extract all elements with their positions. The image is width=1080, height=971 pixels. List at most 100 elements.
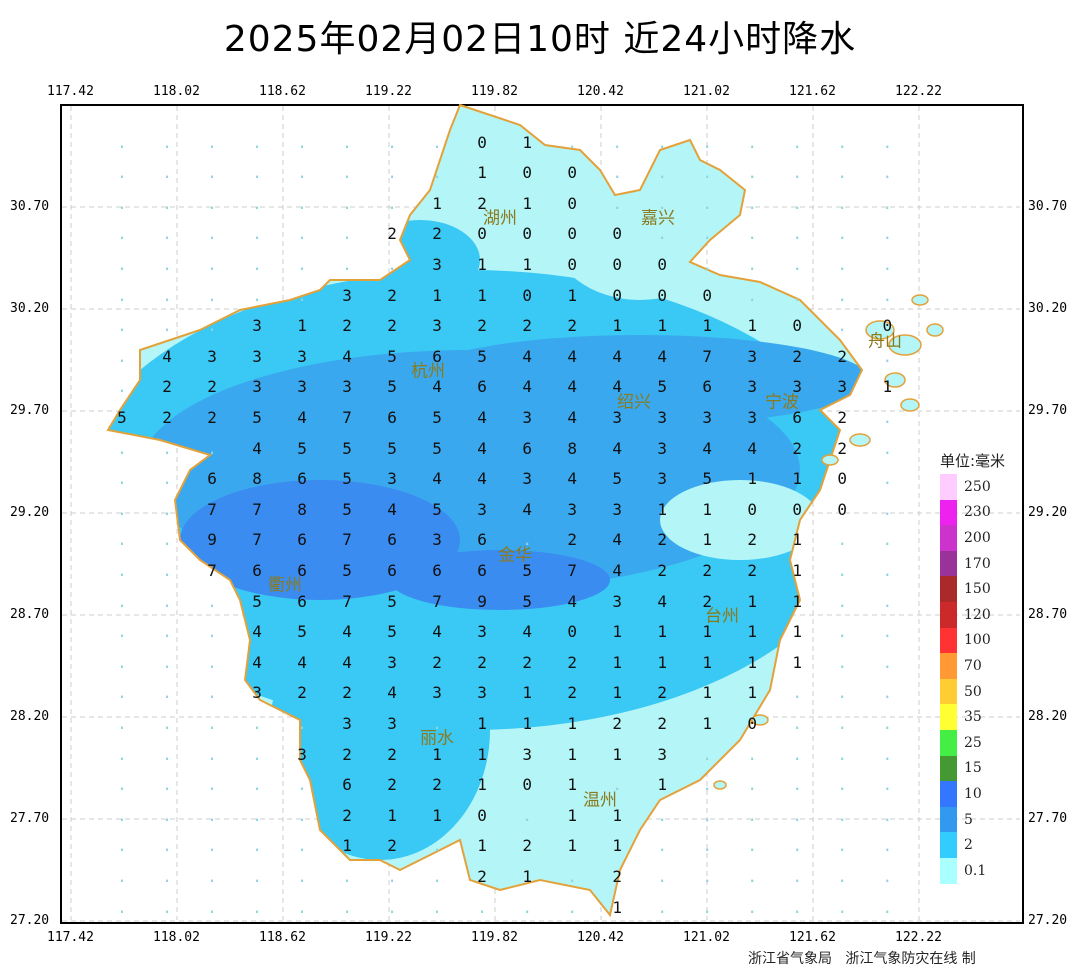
legend-label: 70 (964, 657, 982, 674)
right-lat-tick: 30.20 (1028, 301, 1068, 316)
station-row: .22333546444563331 (117, 377, 928, 397)
legend-item: 35 (940, 704, 1005, 730)
legend-label: 10 (964, 785, 982, 802)
right-lat-tick: 30.70 (1028, 199, 1068, 214)
legend-label: 200 (964, 529, 991, 546)
dry-area (550, 160, 730, 300)
legend-label: 0.1 (964, 862, 987, 879)
station-row: .......311000..... (117, 255, 928, 274)
top-lon-tick: 119.82 (471, 84, 518, 99)
left-lat-tick: 30.70 (10, 199, 50, 214)
top-lon-tick: 117.42 (47, 84, 94, 99)
legend-label: 100 (964, 632, 991, 649)
station-row: ...3122322211110.0 (117, 316, 928, 336)
footer-credit: 浙江省气象局 浙江气象防灾在线 制 (748, 951, 976, 967)
legend-item: 250 (940, 474, 1005, 500)
legend-label: 5 (964, 811, 973, 828)
station-row: 52254765434333362. (117, 408, 928, 427)
station-row: ..9767636.242121.. (117, 530, 928, 550)
legend-label: 15 (964, 760, 982, 777)
legend-label: 2 (964, 837, 973, 854)
legend-item: 2 (940, 832, 1005, 858)
legend-swatch (940, 781, 957, 807)
left-lat-tick: 27.20 (10, 913, 50, 928)
right-lat-tick: 28.20 (1028, 709, 1068, 724)
legend-swatch (940, 627, 957, 654)
province-border (106, 103, 864, 918)
legend-item: 120 (940, 601, 1005, 628)
legend-label: 230 (964, 504, 991, 521)
legend-swatch (940, 806, 957, 833)
dry-area (660, 480, 820, 560)
city-label-huzhou: 湖州 (483, 208, 517, 229)
bottom-lon-tick: 122.22 (895, 930, 942, 945)
station-row: ..686534434535110. (117, 469, 928, 489)
legend-item: 50 (940, 678, 1005, 705)
island (926, 323, 944, 337)
legend-item: 230 (940, 499, 1005, 526)
legend-swatch (940, 704, 957, 730)
map-frame (60, 104, 1024, 924)
city-label-taizhou: 台州 (705, 606, 739, 627)
rain-area-10mm (390, 550, 610, 610)
legend-label: 25 (964, 734, 982, 751)
legend-label: 35 (964, 709, 982, 726)
legend: 单位:毫米 250 230 200 170 150 120 100 70 50 35 25 15 10 5… (940, 452, 1005, 884)
legend-item: 15 (940, 755, 1005, 782)
right-lat-tick: 29.70 (1028, 403, 1068, 418)
city-label-jiaxing: 嘉兴 (641, 208, 675, 229)
top-lon-tick: 119.22 (365, 84, 412, 99)
station-row: ........100....... (117, 163, 928, 183)
legend-swatch (940, 550, 957, 577)
right-lat-tick: 29.20 (1028, 505, 1068, 520)
station-row: .......1210....... (117, 193, 928, 213)
island (849, 433, 871, 447)
station-row: .....33.1112210... (117, 714, 928, 733)
top-lon-tick: 118.62 (259, 84, 306, 99)
city-label-shaoxing: 绍兴 (617, 392, 651, 413)
legend-swatch (940, 601, 957, 628)
station-row: ....322113113..... (117, 744, 928, 764)
map-title: 2025年02月02日10时 近24小时降水 (223, 19, 857, 60)
legend-swatch (940, 474, 957, 500)
island (713, 780, 727, 790)
city-label-jinhua: 金华 (498, 545, 532, 566)
station-row: ........01........ (117, 132, 928, 152)
station-row: .....12.1211...... (117, 836, 928, 856)
legend-item: 25 (940, 729, 1005, 756)
city-label-quzhou: 衢州 (268, 575, 302, 596)
right-lat-tick: 28.70 (1028, 607, 1068, 622)
rain-fill (108, 160, 862, 880)
legend-swatch (940, 525, 957, 551)
rain-area-10mm (180, 480, 460, 600)
station-row: ......220000...... (117, 224, 928, 244)
legend-item: 5 (940, 806, 1005, 833)
station-row: ...322433121211... (117, 683, 928, 703)
station-row: .....622101.1..... (117, 775, 928, 795)
left-lat-tick: 29.20 (10, 505, 50, 520)
legend-swatch (940, 832, 957, 858)
legend-label: 50 (964, 683, 982, 700)
right-lat-tick: 27.70 (1028, 811, 1068, 826)
station-row: ...4443222211111.. (117, 652, 928, 672)
station-row: ...4545434011111.. (117, 622, 928, 642)
legend-item: 170 (940, 550, 1005, 577)
legend-label: 150 (964, 581, 991, 598)
legend-title: 单位:毫米 (940, 452, 1006, 470)
station-row: ...5675795434211.. (117, 591, 928, 611)
bottom-lon-tick: 121.02 (683, 930, 730, 945)
island (900, 398, 920, 412)
bottom-lon-tick: 118.02 (153, 930, 200, 945)
legend-item: 150 (940, 576, 1005, 602)
bottom-lon-tick: 118.62 (259, 930, 306, 945)
legend-label: 250 (964, 478, 991, 495)
city-label-hangzhou: 杭州 (411, 361, 445, 382)
legend-label: 120 (964, 606, 991, 623)
legend-item: 100 (940, 627, 1005, 654)
top-lon-tick: 122.22 (895, 84, 942, 99)
rain-area-5mm (410, 335, 862, 425)
left-lat-tick: 30.20 (10, 301, 50, 316)
city-label-zhoushan: 舟山 (868, 331, 902, 351)
top-lon-tick: 120.42 (577, 84, 624, 99)
